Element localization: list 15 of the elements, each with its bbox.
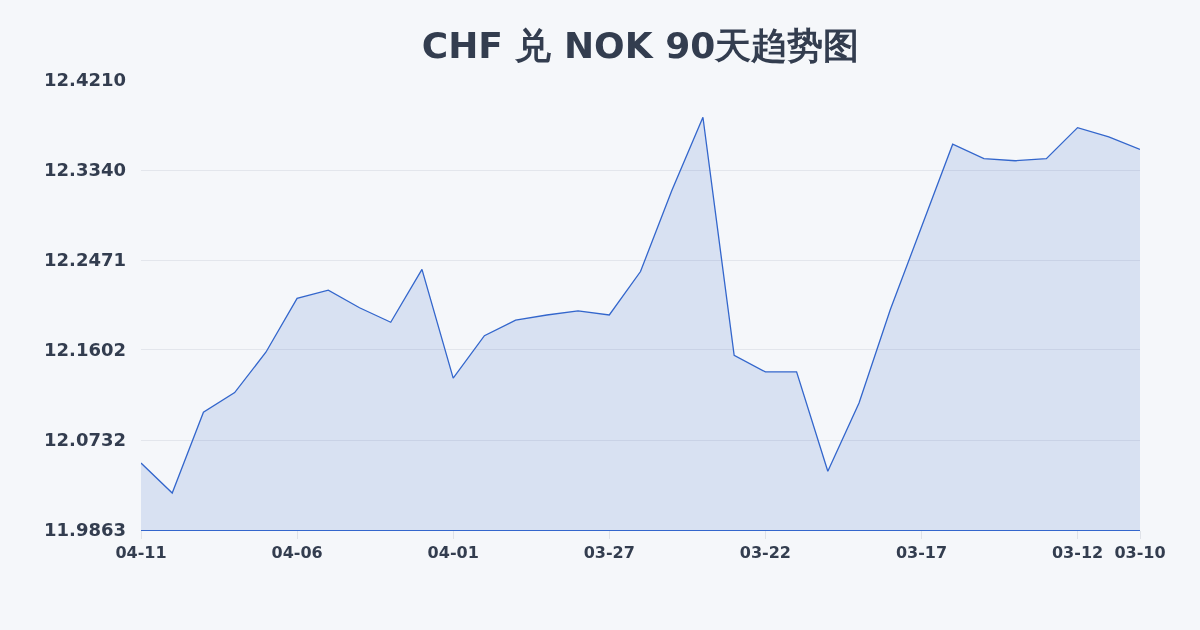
x-tick-label: 04-01 bbox=[427, 543, 479, 563]
x-tick-label: 04-11 bbox=[115, 543, 167, 563]
chart-title: CHF 兑 NOK 90天趋势图 bbox=[421, 24, 860, 66]
x-tick-label: 03-27 bbox=[583, 543, 635, 563]
x-tick-label: 03-10 bbox=[1114, 543, 1166, 563]
x-tick-label: 03-17 bbox=[895, 543, 948, 563]
x-tick-label: 03-22 bbox=[739, 543, 791, 563]
x-tick-label: 04-06 bbox=[271, 543, 323, 563]
y-tick-label: 11.9863 bbox=[44, 519, 126, 541]
x-tick-label: 03-12 bbox=[1051, 543, 1104, 563]
y-tick-label: 12.3340 bbox=[44, 159, 126, 181]
y-tick-label: 12.1602 bbox=[44, 339, 126, 361]
y-tick-label: 12.4210 bbox=[44, 69, 126, 91]
y-tick-label: 12.2471 bbox=[44, 249, 126, 271]
y-tick-label: 12.0732 bbox=[44, 429, 126, 451]
